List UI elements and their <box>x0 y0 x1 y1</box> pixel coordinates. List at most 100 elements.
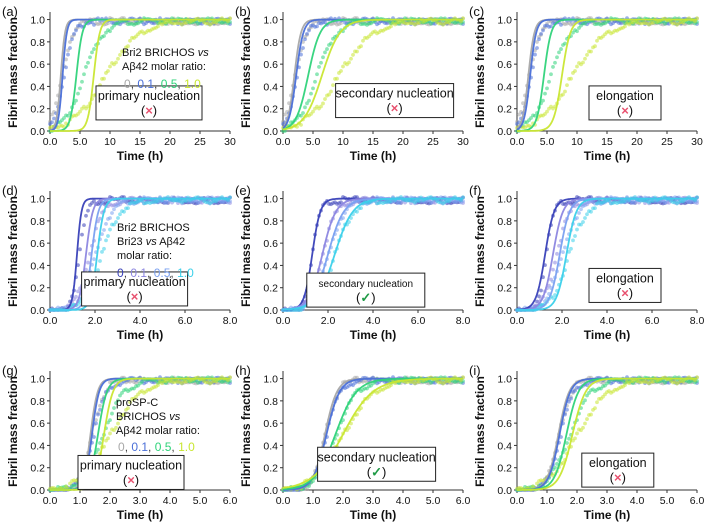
y-tick-label: 1.0 <box>263 194 278 206</box>
data-point <box>579 222 583 227</box>
y-tick-label: 0.2 <box>497 104 512 116</box>
x-tick-label: 8.0 <box>690 315 705 327</box>
data-point <box>108 29 112 34</box>
data-point <box>307 484 311 488</box>
data-point <box>118 417 122 421</box>
data-point <box>347 60 351 65</box>
y-tick-label: 0.4 <box>263 81 278 93</box>
data-point <box>82 223 86 228</box>
data-point <box>305 487 309 492</box>
check-icon: (✓) <box>356 290 376 305</box>
legend-a: Bri2 BRICHOS vs Aβ42 molar ratio: 0, 0.1, … <box>122 47 209 91</box>
x-axis-label: Time (h) <box>350 328 396 342</box>
y-tick-label: 0.0 <box>263 305 278 317</box>
x-axis-label: Time (h) <box>584 328 630 342</box>
data-point <box>593 44 597 49</box>
data-point <box>305 101 309 106</box>
legend-ratio-0.1: 0.1 <box>131 440 148 454</box>
data-point <box>583 56 587 61</box>
data-point <box>301 46 305 50</box>
data-point <box>389 199 393 203</box>
data-point <box>84 213 88 218</box>
data-point <box>417 379 421 384</box>
data-point <box>98 259 102 263</box>
x-tick-label: 0.0 <box>510 136 525 148</box>
data-point <box>323 97 327 101</box>
x-tick-label: 4.0 <box>396 495 411 507</box>
y-tick-label: 0.8 <box>30 37 45 49</box>
fit-line-1.0 <box>517 197 697 311</box>
y-tick-label: 0.0 <box>497 126 512 138</box>
panel-label: (c) <box>469 4 484 19</box>
data-point <box>313 79 317 84</box>
data-point <box>385 21 389 26</box>
data-point <box>64 65 68 70</box>
legend-ratio-1.0: 1.0 <box>178 440 195 454</box>
data-point <box>529 116 533 120</box>
x-tick-label: 2.0 <box>555 315 570 327</box>
data-point <box>68 40 72 44</box>
data-point <box>327 92 331 97</box>
data-point <box>104 238 108 243</box>
y-tick-label: 0.8 <box>263 396 278 408</box>
data-point <box>112 406 116 410</box>
data-point <box>156 383 160 387</box>
y-tick-label: 0.4 <box>497 440 512 452</box>
data-point <box>585 53 589 57</box>
x-tick-label: 1.0 <box>73 495 88 507</box>
data-point <box>539 288 543 293</box>
data-point <box>315 24 319 29</box>
data-point <box>78 247 82 252</box>
data-point <box>539 31 543 36</box>
x-axis-label: Time (h) <box>117 508 163 522</box>
cross-icon: (×) <box>386 101 402 116</box>
data-point <box>118 212 122 217</box>
data-point <box>335 76 339 81</box>
data-point <box>94 418 98 422</box>
cross-icon: (×) <box>617 103 633 118</box>
x-tick-label: 4.0 <box>366 315 381 327</box>
data-point <box>569 396 573 401</box>
data-point <box>156 199 160 203</box>
y-tick-label: 0.0 <box>263 485 278 497</box>
data-point <box>563 89 567 94</box>
model-label: secondary nucleation <box>319 279 414 290</box>
data-point <box>64 57 68 62</box>
x-tick-label: 6.0 <box>178 315 193 327</box>
data-point <box>84 65 88 69</box>
panel-h: (h) 0.0 0.2 0.4 0.6 0.8 1.0 0.0 1.0 2.0 3.0 4.0 5.0 6… <box>235 363 470 522</box>
data-point <box>108 227 112 232</box>
data-point <box>583 421 587 426</box>
data-point <box>355 412 359 417</box>
x-tick-label: 2.0 <box>321 315 336 327</box>
data-point <box>533 52 537 57</box>
y-tick-label: 1.0 <box>497 194 512 206</box>
data-point <box>102 76 106 81</box>
data-point <box>547 79 551 84</box>
data-point <box>98 216 102 221</box>
data-point <box>98 441 102 445</box>
data-point <box>553 465 557 470</box>
model-box-frame <box>581 452 655 488</box>
data-point <box>319 60 323 65</box>
data-point <box>553 60 557 65</box>
y-axis-label: Fibril mass fraction <box>473 17 487 128</box>
panel-f: (f) 0.0 0.2 0.4 0.6 0.8 1.0 0.0 2.0 4.0 6.0 8.0 Time… <box>469 183 704 342</box>
data-point <box>555 462 559 466</box>
data-point <box>587 390 591 395</box>
x-tick-label: 4.0 <box>600 315 615 327</box>
data-point <box>112 207 116 212</box>
model-box-frame <box>588 85 662 121</box>
legend-ratio-0.5: 0.5 <box>155 440 172 454</box>
data-point <box>184 199 188 203</box>
y-tick-label: 0.0 <box>30 305 45 317</box>
panel-label: (g) <box>2 363 18 378</box>
legend-ratio-1.0: 1.0 <box>184 77 201 91</box>
y-tick-label: 0.6 <box>30 59 45 71</box>
data-point <box>543 91 547 96</box>
data-point <box>417 199 421 203</box>
data-point <box>557 243 561 248</box>
x-tick-label: 20 <box>164 136 176 148</box>
data-point <box>299 113 303 118</box>
data-point <box>108 64 112 69</box>
